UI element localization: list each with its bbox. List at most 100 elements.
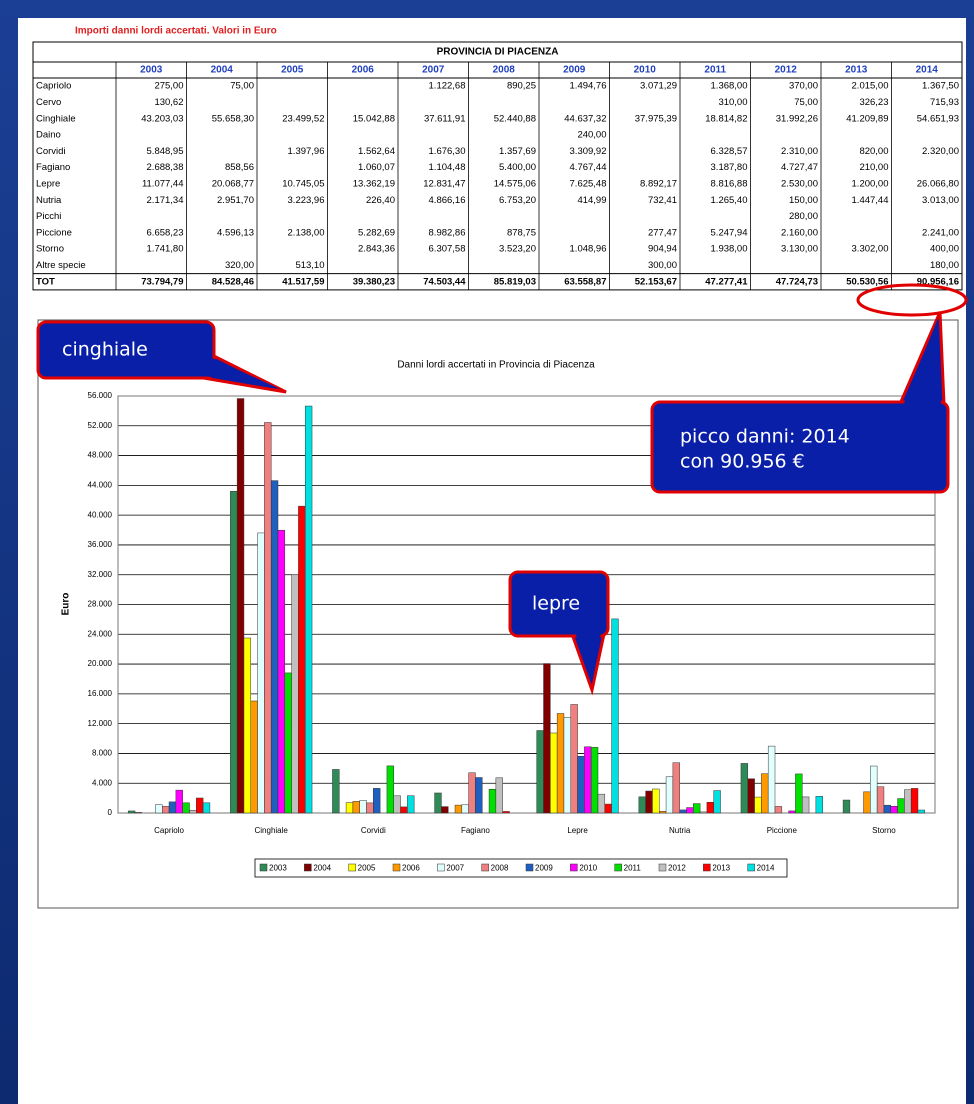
- bar: [761, 773, 769, 814]
- bar: [352, 801, 360, 814]
- bar: [441, 806, 449, 814]
- table-cell: 20.068,77: [212, 178, 254, 189]
- bar: [155, 804, 163, 814]
- table-cell: 150,00: [789, 195, 818, 206]
- table-cell: 85.819,03: [494, 276, 536, 287]
- table-cell: 3.130,00: [781, 244, 818, 255]
- bar: [897, 798, 905, 814]
- y-tick-label: 44.000: [88, 480, 113, 489]
- table-cell: 4.866,16: [429, 195, 466, 206]
- table-cell: 1.562,64: [358, 146, 395, 157]
- table-cell: 240,00: [577, 130, 606, 141]
- column-header: 2012: [775, 65, 798, 76]
- table-cell: 820,00: [859, 146, 888, 157]
- legend-swatch: [525, 863, 534, 872]
- table-cell: 300,00: [648, 260, 677, 271]
- table-cell: 8.982,86: [429, 227, 466, 238]
- column-header: 2006: [352, 65, 375, 76]
- header-title: Importi danni lordi accertati. Valori in…: [75, 26, 277, 37]
- table-cell: 3.309,92: [570, 146, 607, 157]
- table-cell: 1.741,80: [147, 244, 184, 255]
- row-label: Fagiano: [36, 162, 70, 173]
- bar: [795, 773, 803, 814]
- legend-swatch: [259, 863, 268, 872]
- table-cell: 1.676,30: [429, 146, 466, 157]
- table-cell: 2.530,00: [781, 178, 818, 189]
- table-cell: 1.048,96: [570, 244, 607, 255]
- callout-box: [650, 400, 950, 494]
- x-tick-label: Cinghiale: [255, 826, 289, 835]
- bar: [652, 788, 660, 814]
- table-cell: 3.187,80: [711, 162, 748, 173]
- row-label: Nutria: [36, 195, 62, 206]
- y-tick-label: 32.000: [88, 570, 113, 579]
- y-tick-label: 52.000: [88, 421, 113, 430]
- table-cell: 73.794,79: [141, 276, 183, 287]
- table-cell: 2.241,00: [922, 227, 959, 238]
- bar: [359, 800, 367, 814]
- callout-box: [36, 320, 216, 380]
- bar: [270, 480, 279, 814]
- table-cell: 5.400,00: [499, 162, 536, 173]
- table-cell: 39.380,23: [353, 276, 395, 287]
- table-cell: 5.848,95: [147, 146, 184, 157]
- bar: [134, 812, 143, 814]
- table-cell: 732,41: [648, 195, 677, 206]
- table-cell: 275,00: [154, 81, 183, 92]
- bar: [454, 804, 463, 814]
- table-cell: 1.104,48: [429, 162, 466, 173]
- table-cell: 3.223,96: [288, 195, 325, 206]
- bar: [910, 788, 919, 814]
- table-cell: 210,00: [859, 162, 888, 173]
- bar: [277, 529, 286, 814]
- bar: [543, 663, 551, 814]
- table-cell: 84.528,46: [212, 276, 254, 287]
- column-header: 2003: [140, 65, 163, 76]
- x-tick-label: Piccione: [767, 826, 798, 835]
- table-cell: 180,00: [930, 260, 959, 271]
- table-cell: 326,23: [859, 97, 888, 108]
- bar: [774, 806, 783, 814]
- column-header: 2013: [845, 65, 868, 76]
- y-tick-label: 0: [108, 808, 113, 817]
- bar: [842, 799, 851, 814]
- row-label: Piccione: [36, 227, 72, 238]
- bar: [230, 491, 238, 814]
- table-cell: 23.499,52: [282, 113, 324, 124]
- legend-label: 2007: [446, 864, 464, 873]
- table-cell: 878,75: [507, 227, 536, 238]
- bar: [468, 772, 476, 814]
- bar: [665, 776, 674, 814]
- y-tick-label: 28.000: [88, 600, 113, 609]
- legend-label: 2005: [358, 864, 376, 873]
- bar: [162, 806, 170, 814]
- legend-swatch: [392, 863, 401, 872]
- table-cell: 310,00: [718, 97, 747, 108]
- table-cell: 2.843,36: [358, 244, 395, 255]
- bar: [291, 574, 299, 814]
- table: PROVINCIA DI PIACENZA 2003 2004 2005 2006 200…: [32, 41, 963, 291]
- bar: [699, 811, 708, 814]
- bar: [788, 810, 796, 814]
- table-cell: 37.975,39: [635, 113, 677, 124]
- bar: [577, 755, 585, 814]
- column-header: 2004: [211, 65, 234, 76]
- table-cell: 8.892,17: [640, 178, 677, 189]
- callout-box: [508, 570, 610, 638]
- bar: [488, 789, 497, 814]
- callout-tail-fill: [903, 318, 941, 406]
- table-cell: 2.320,00: [922, 146, 959, 157]
- table-cell: 1.367,50: [922, 81, 959, 92]
- callout-tail-fill: [182, 358, 280, 389]
- table-cell: 2.171,34: [147, 195, 184, 206]
- y-tick-label: 36.000: [88, 540, 113, 549]
- row-label: Corvidi: [36, 146, 66, 157]
- bar: [202, 802, 211, 814]
- bar: [590, 747, 599, 814]
- table-cell: 320,00: [225, 260, 254, 271]
- callout-tail-fill: [575, 632, 601, 684]
- legend-swatch: [703, 863, 711, 872]
- bar: [563, 717, 572, 814]
- table-cell: 400,00: [930, 244, 959, 255]
